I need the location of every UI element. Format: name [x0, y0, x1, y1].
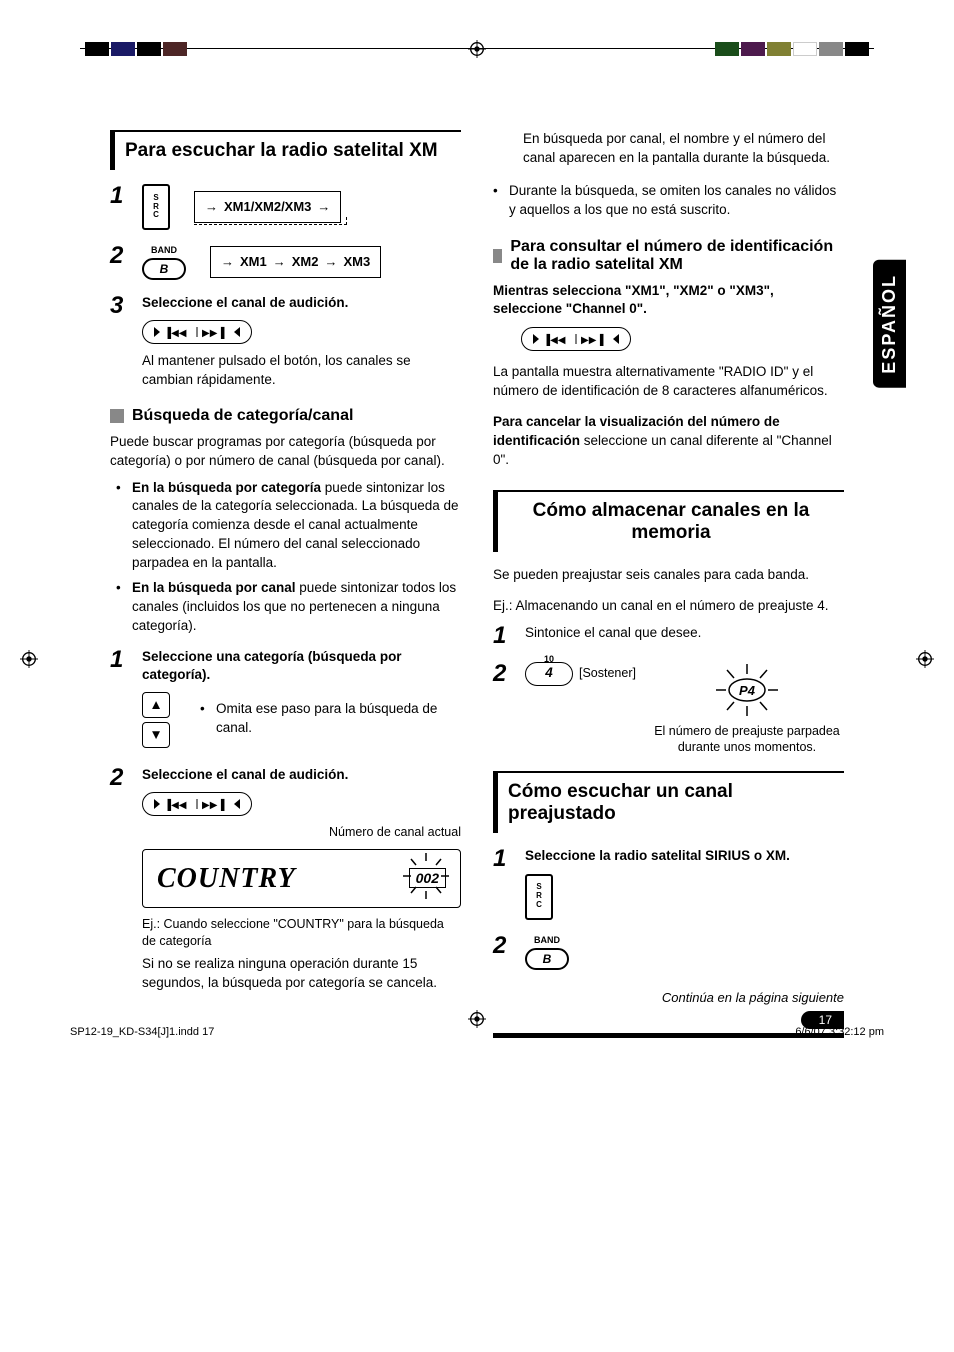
step-number: 2: [110, 766, 132, 790]
hold-label: [Sostener]: [579, 665, 636, 681]
step-number: 1: [110, 648, 132, 672]
step-number: 1: [110, 184, 132, 208]
step-number: 1: [493, 847, 515, 871]
preset-button-icon: 10 4: [525, 662, 573, 686]
bullet-item: •Durante la búsqueda, se omiten los cana…: [493, 182, 844, 220]
svg-text:▐◀◀: ▐◀◀: [543, 333, 566, 346]
svg-text:▶▶▐: ▶▶▐: [202, 798, 225, 811]
step-number: 3: [110, 294, 132, 318]
footer-date: 6/6/07 3:32:12 pm: [795, 1026, 884, 1038]
svg-text:▶▶▐: ▶▶▐: [202, 326, 225, 339]
step-number: 2: [493, 934, 515, 958]
caption: El número de preajuste parpadea durante …: [650, 723, 844, 756]
subsection-header: Búsqueda de categoría/canal: [110, 407, 461, 425]
footer: SP12-19_KD-S34[J]1.indd 17 6/6/07 3:32:1…: [0, 1026, 954, 1038]
src-button-icon: SRC: [142, 184, 170, 230]
section-header: Cómo escuchar un canal preajustado: [493, 771, 844, 833]
src-button-icon: SRC: [525, 874, 553, 920]
step-note: •Omita ese paso para la búsqueda de cana…: [200, 700, 461, 738]
svg-text:▶▶▐: ▶▶▐: [581, 333, 604, 346]
step-title: Seleccione el canal de audición.: [142, 766, 461, 784]
body-text: Si no se realiza ninguna operación duran…: [142, 955, 461, 993]
svg-text:▐◀◀: ▐◀◀: [164, 326, 187, 339]
registration-mark-icon: [468, 40, 486, 58]
band-button-icon: BAND B: [142, 244, 186, 280]
body-text: Se pueden preajustar seis canales para c…: [493, 566, 844, 585]
body-text: Mientras selecciona "XM1", "XM2" o "XM3"…: [493, 282, 844, 320]
svg-text:P4: P4: [739, 683, 756, 698]
seek-button-icon: ▐◀◀ ▶▶▐: [521, 327, 631, 351]
down-arrow-button-icon: ▼: [142, 722, 170, 748]
bullet-item: • En la búsqueda por canal puede sintoni…: [116, 579, 461, 636]
step-title: Sintonice el canal que desee.: [525, 624, 844, 642]
language-tab: ESPAÑOL: [873, 260, 906, 388]
body-text: Ej.: Almacenando un canal en el número d…: [493, 597, 844, 616]
right-column: En búsqueda por canal, el nombre y el nú…: [493, 130, 844, 1038]
subsection-header: Para consultar el número de identificaci…: [493, 238, 844, 274]
step-number: 2: [110, 244, 132, 268]
color-bars-left: [85, 42, 187, 56]
registration-mark-icon: [916, 650, 934, 668]
up-arrow-button-icon: ▲: [142, 692, 170, 718]
left-column: Para escuchar la radio satelital XM 1 SR…: [110, 130, 461, 1038]
step-title: Seleccione una categoría (búsqueda por c…: [142, 648, 461, 684]
continue-text: Continúa en la página siguiente: [493, 990, 844, 1005]
example-text: Ej.: Cuando seleccione "COUNTRY" para la…: [142, 916, 461, 949]
body-text: Para cancelar la visualización del númer…: [493, 413, 844, 470]
step-number: 2: [493, 662, 515, 686]
body-text: Puede buscar programas por categoría (bú…: [110, 433, 461, 471]
seek-button-icon: ▐◀◀ ▶▶▐: [142, 320, 252, 344]
color-bars-right: [715, 42, 869, 56]
step-note: Al mantener pulsado el botón, los canale…: [142, 352, 461, 388]
display-mockup: COUNTRY 002: [142, 849, 461, 909]
bullet-item: • En la búsqueda por categoría puede sin…: [116, 479, 461, 573]
body-text: En búsqueda por canal, el nombre y el nú…: [523, 130, 844, 168]
svg-text:▐◀◀: ▐◀◀: [164, 798, 187, 811]
section-header: Cómo almacenar canales en la memoria: [493, 490, 844, 552]
flow-diagram: →XM1 →XM2 →XM3: [210, 246, 381, 278]
registration-mark-icon: [20, 650, 38, 668]
section-header: Para escuchar la radio satelital XM: [110, 130, 461, 170]
seek-button-icon: ▐◀◀ ▶▶▐: [142, 792, 252, 816]
step-number: 1: [493, 624, 515, 648]
caption: Número de canal actual: [142, 824, 461, 840]
step-title: Seleccione el canal de audición.: [142, 294, 461, 312]
step-title: Seleccione la radio satelital SIRIUS o X…: [525, 847, 844, 865]
footer-file: SP12-19_KD-S34[J]1.indd 17: [70, 1026, 214, 1038]
band-button-icon: BAND B: [525, 934, 569, 970]
body-text: La pantalla muestra alternativamente "RA…: [493, 363, 844, 401]
